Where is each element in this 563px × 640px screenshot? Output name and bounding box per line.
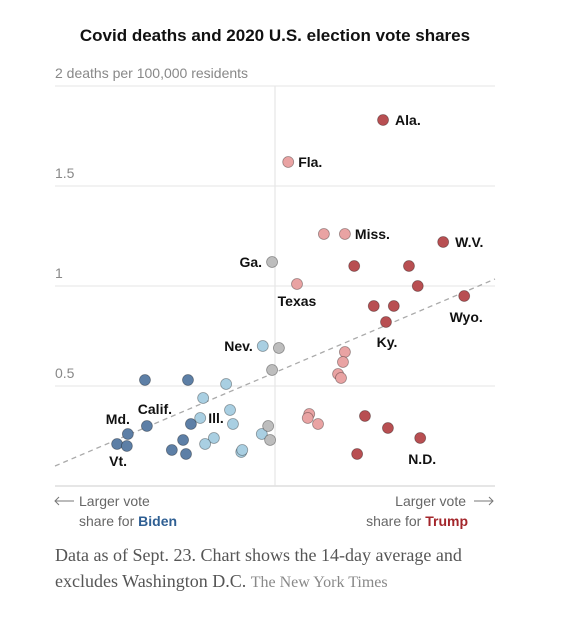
y-tick-label: 1 — [55, 265, 63, 281]
point — [301, 412, 314, 424]
point-label: Vt. — [109, 453, 127, 469]
point — [317, 228, 330, 240]
point — [180, 448, 192, 460]
point — [139, 374, 151, 386]
point — [264, 434, 277, 446]
point — [207, 432, 220, 444]
point-label: Texas — [278, 293, 317, 309]
point — [273, 342, 285, 354]
point-label: Nev. — [224, 338, 253, 354]
x-note-arrows — [54, 496, 494, 506]
point-label: Miss. — [355, 226, 390, 242]
point — [197, 392, 210, 404]
point — [185, 418, 197, 430]
chart: Covid deaths and 2020 U.S. election vote… — [54, 26, 496, 529]
chart-title: Covid deaths and 2020 U.S. election vote… — [80, 26, 470, 45]
point — [382, 422, 394, 434]
trend-line — [54, 278, 496, 467]
point — [458, 290, 471, 302]
point — [194, 412, 207, 424]
point — [236, 444, 249, 456]
point — [256, 340, 269, 352]
point — [312, 418, 324, 430]
point — [414, 432, 427, 444]
footnote: Data as of Sept. 23. Chart shows the 14-… — [55, 542, 495, 596]
point — [165, 444, 178, 456]
source: The New York Times — [250, 574, 388, 591]
y-tick-label: 2 deaths per 100,000 residents — [55, 65, 248, 81]
y-tick-label: 1.5 — [55, 165, 75, 181]
point — [141, 420, 153, 432]
right-note-line2: share for Trump — [366, 513, 468, 529]
point-label: Ga. — [239, 254, 262, 270]
point — [339, 346, 351, 358]
point — [120, 440, 133, 452]
y-tick-label: 0.5 — [55, 365, 75, 381]
point — [387, 300, 400, 312]
left-note-line1: Larger vote — [79, 493, 150, 509]
point — [282, 156, 295, 168]
point — [111, 438, 123, 450]
point — [380, 316, 392, 328]
point — [403, 260, 415, 272]
point-label: Fla. — [298, 154, 322, 170]
point-label: Wyo. — [450, 309, 483, 325]
left-note-line2: share for Biden — [79, 513, 177, 529]
point — [220, 378, 233, 390]
point — [351, 448, 364, 460]
point — [199, 438, 211, 450]
point-label: W.V. — [455, 234, 483, 250]
point — [182, 374, 194, 386]
point-label: Ill. — [208, 410, 224, 426]
point — [377, 114, 389, 126]
point — [255, 428, 268, 440]
point — [121, 428, 134, 440]
point — [367, 300, 380, 312]
footnote-text: Data as of Sept. 23. Chart shows the 14-… — [55, 545, 462, 591]
point — [359, 410, 371, 422]
point — [337, 356, 349, 368]
right-note-line1: Larger vote — [395, 493, 466, 509]
point — [411, 280, 424, 292]
point — [262, 420, 275, 432]
point — [224, 404, 236, 416]
point — [348, 260, 361, 272]
point — [291, 278, 303, 290]
point — [266, 256, 278, 268]
point — [339, 228, 351, 240]
point-label: Ala. — [395, 112, 421, 128]
point-label: N.D. — [408, 451, 436, 467]
point — [335, 372, 347, 384]
point-label: Md. — [106, 411, 130, 427]
point-label: Ky. — [377, 334, 398, 350]
point-label: Calif. — [138, 401, 172, 417]
point — [177, 434, 189, 446]
point — [227, 418, 239, 430]
point — [437, 236, 450, 248]
point — [266, 364, 278, 376]
